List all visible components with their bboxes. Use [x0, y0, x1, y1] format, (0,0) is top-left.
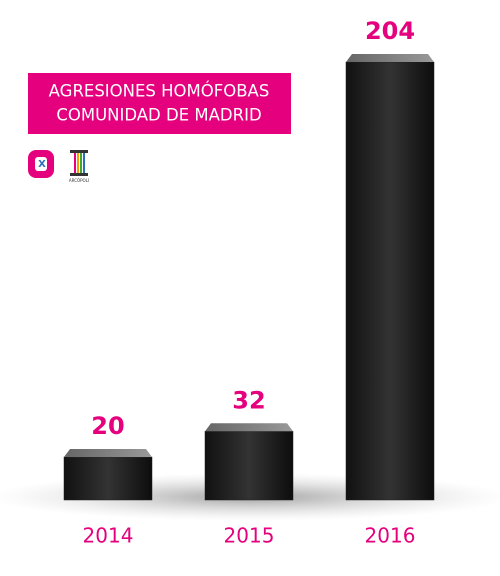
logo-text: ARCÓPOLI: [69, 178, 89, 183]
chart-title: COMUNIDAD DE MADRID: [56, 106, 261, 125]
bar: [345, 61, 435, 501]
value-label: 32: [232, 386, 265, 414]
svg-text:X: X: [38, 159, 46, 170]
logo: [70, 150, 88, 176]
bar-top: [346, 54, 434, 62]
bar-top: [205, 423, 293, 432]
value-label: 20: [91, 412, 124, 440]
title-box: [28, 73, 291, 134]
value-label: 204: [365, 17, 415, 45]
x-tick-label: 2014: [83, 524, 134, 548]
x-tick-label: 2015: [224, 524, 275, 548]
logo: X: [28, 150, 54, 178]
bar: [63, 456, 153, 501]
bar-top: [64, 449, 152, 458]
x-tick-label: 2016: [365, 524, 416, 548]
chart-title: AGRESIONES HOMÓFOBAS: [49, 82, 270, 101]
bar: [204, 431, 294, 501]
